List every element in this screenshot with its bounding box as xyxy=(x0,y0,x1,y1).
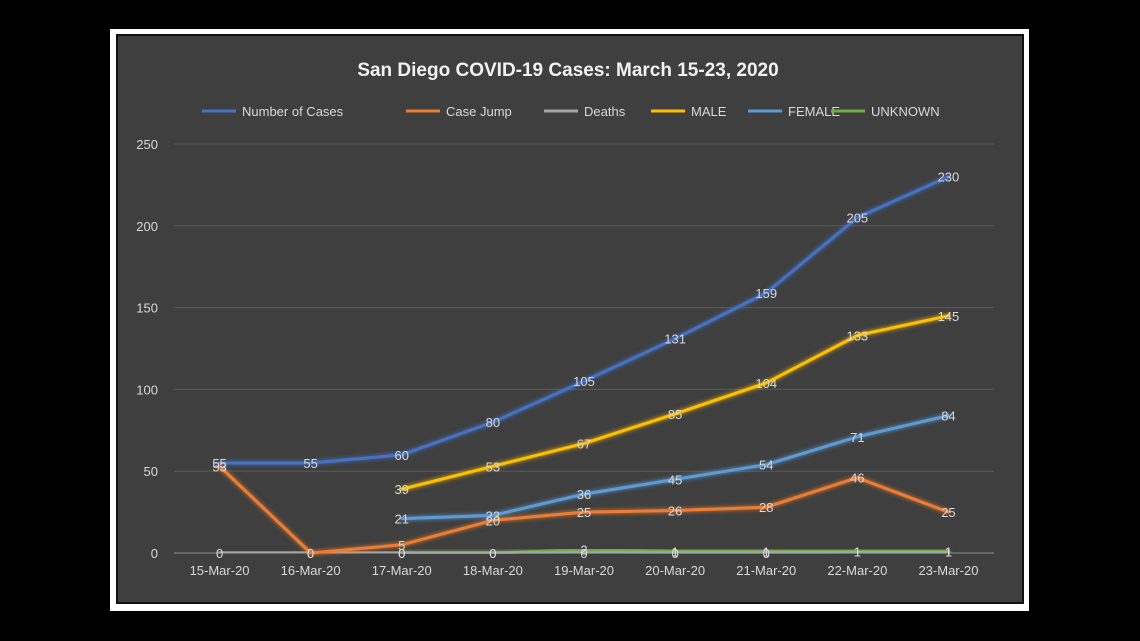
legend-label: UNKNOWN xyxy=(871,104,940,119)
x-tick-label: 19-Mar-20 xyxy=(554,563,614,578)
data-label: 1 xyxy=(854,544,861,559)
x-tick-label: 18-Mar-20 xyxy=(463,563,523,578)
data-label: 1 xyxy=(945,544,952,559)
x-tick-label: 22-Mar-20 xyxy=(827,563,887,578)
chart-panel: San Diego COVID-19 Cases: March 15-23, 2… xyxy=(116,34,1024,604)
data-label: 0 xyxy=(398,546,405,561)
data-label: 0 xyxy=(307,546,314,561)
data-label: 45 xyxy=(668,472,682,487)
x-tick-label: 21-Mar-20 xyxy=(736,563,796,578)
series-line xyxy=(400,414,950,521)
data-label: 0 xyxy=(216,546,223,561)
y-tick-label: 150 xyxy=(136,301,158,316)
line-chart: San Diego COVID-19 Cases: March 15-23, 2… xyxy=(136,60,994,578)
legend: Number of Cases Case Jump Deaths MALE FEMALE… xyxy=(202,104,940,119)
data-label: 230 xyxy=(938,170,960,185)
data-label: 2 xyxy=(580,543,587,558)
series-line xyxy=(400,314,950,491)
data-label: 205 xyxy=(846,211,868,226)
legend-label: Case Jump xyxy=(446,104,512,119)
data-label: 55 xyxy=(212,456,226,471)
data-label: 54 xyxy=(759,458,773,473)
data-label: 53 xyxy=(486,459,500,474)
data-label: 133 xyxy=(846,328,868,343)
data-label: 28 xyxy=(759,500,773,515)
data-label: 0 xyxy=(307,546,314,561)
data-label: 23 xyxy=(486,508,500,523)
data-label: 159 xyxy=(755,286,777,301)
data-label: 26 xyxy=(668,503,682,518)
legend-label: FEMALE xyxy=(788,104,840,119)
data-label: 1 xyxy=(763,544,770,559)
data-label: 1 xyxy=(945,544,952,559)
data-label: 131 xyxy=(664,332,686,347)
data-label: 0 xyxy=(489,546,496,561)
data-label: 145 xyxy=(938,309,960,324)
data-label: 1 xyxy=(854,544,861,559)
y-tick-label: 50 xyxy=(144,464,158,479)
data-label: 36 xyxy=(577,487,591,502)
data-label: 1 xyxy=(671,544,678,559)
y-tick-label: 100 xyxy=(136,382,158,397)
x-tick-label: 20-Mar-20 xyxy=(645,563,705,578)
series-line xyxy=(218,464,950,555)
x-tick-label: 16-Mar-20 xyxy=(281,563,341,578)
data-label: 0 xyxy=(489,546,496,561)
data-label: 104 xyxy=(755,376,777,391)
y-tick-label: 200 xyxy=(136,219,158,234)
data-label: 0 xyxy=(398,546,405,561)
data-label: 84 xyxy=(941,409,955,424)
data-label: 80 xyxy=(486,415,500,430)
y-tick-label: 0 xyxy=(151,546,158,561)
data-label: 5 xyxy=(398,538,405,553)
data-label: 39 xyxy=(395,482,409,497)
x-tick-label: 15-Mar-20 xyxy=(190,563,250,578)
data-label: 25 xyxy=(577,505,591,520)
data-label: 20 xyxy=(486,513,500,528)
series-line xyxy=(218,175,950,465)
series-lines xyxy=(218,175,950,555)
data-label: 46 xyxy=(850,471,864,486)
data-label: 0 xyxy=(671,546,678,561)
legend-label: Number of Cases xyxy=(242,104,344,119)
series-line xyxy=(218,549,950,555)
x-tick-label: 17-Mar-20 xyxy=(372,563,432,578)
data-label: 55 xyxy=(303,456,317,471)
data-label: 85 xyxy=(668,407,682,422)
y-tick-label: 250 xyxy=(136,137,158,152)
data-label: 0 xyxy=(580,546,587,561)
data-label: 71 xyxy=(850,430,864,445)
data-label: 60 xyxy=(395,448,409,463)
data-label: 0 xyxy=(763,546,770,561)
data-label: 105 xyxy=(573,374,595,389)
x-tick-label: 23-Mar-20 xyxy=(918,563,978,578)
legend-label: Deaths xyxy=(584,104,626,119)
data-label: 53 xyxy=(212,459,226,474)
data-label: 67 xyxy=(577,436,591,451)
data-label: 21 xyxy=(395,512,409,527)
legend-label: MALE xyxy=(691,104,727,119)
chart-title: San Diego COVID-19 Cases: March 15-23, 2… xyxy=(357,60,778,81)
data-label: 25 xyxy=(941,505,955,520)
